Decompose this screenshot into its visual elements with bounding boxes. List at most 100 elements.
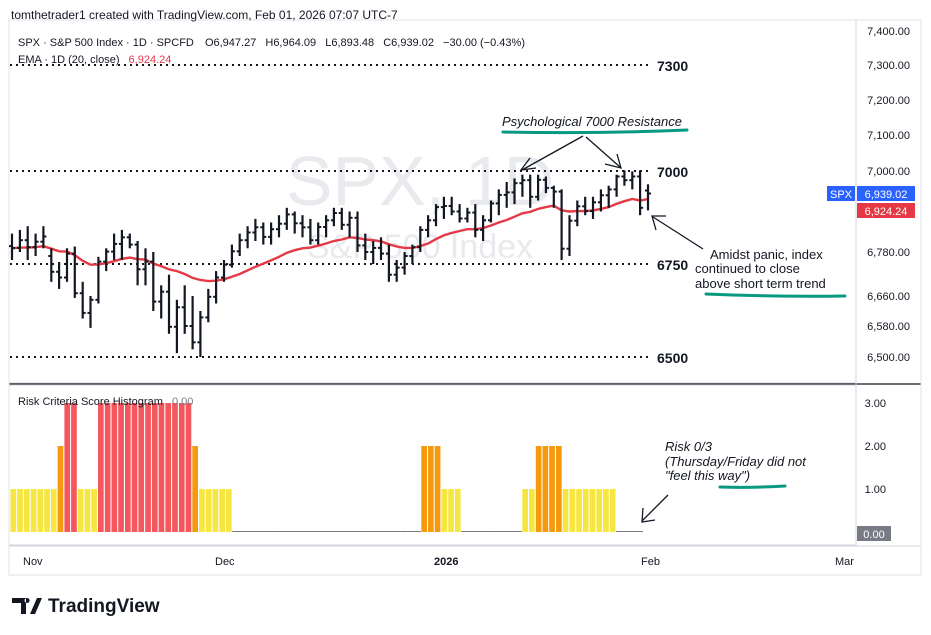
ohlc-bar[interactable] — [511, 178, 518, 205]
ohlc-bar[interactable] — [417, 226, 424, 252]
ohlc-bar[interactable] — [464, 207, 471, 223]
ohlc-bar[interactable] — [134, 241, 141, 286]
ohlc-change: −30.00 (−0.43%) — [443, 37, 525, 49]
tradingview-logo[interactable]: TradingView — [12, 596, 160, 617]
ohlc-bar[interactable] — [276, 215, 282, 238]
symbol-info[interactable]: SPX · S&P 500 Index · 1D · SPCFD — [18, 37, 194, 49]
ohlc-bar[interactable] — [488, 200, 494, 223]
ohlc-bar[interactable] — [542, 176, 549, 194]
ohlc-bar[interactable] — [629, 171, 636, 190]
ohlc-bar[interactable] — [252, 218, 259, 241]
ohlc-bar[interactable] — [299, 215, 306, 238]
ohlc-bar[interactable] — [338, 207, 345, 230]
histogram-bar — [212, 489, 219, 532]
ohlc-bar[interactable] — [448, 196, 455, 216]
ohlc-bar[interactable] — [393, 260, 400, 282]
ohlc-bar[interactable] — [637, 170, 644, 216]
histogram-bar — [609, 489, 616, 532]
ohlc-bar[interactable] — [150, 252, 157, 311]
ohlc-bar[interactable] — [574, 200, 581, 227]
ohlc-bar[interactable] — [433, 204, 439, 227]
ohlc-bar[interactable] — [440, 196, 447, 219]
ohlc-bar[interactable] — [126, 233, 133, 249]
ohlc-bar[interactable] — [24, 226, 31, 260]
ohlc-bar[interactable] — [221, 260, 227, 282]
ohlc-bar[interactable] — [346, 211, 353, 238]
risk-annotation-line3: "feel this way") — [665, 468, 750, 483]
ohlc-bar[interactable] — [118, 229, 125, 260]
ohlc-bar[interactable] — [158, 285, 165, 319]
resistance-annotation[interactable]: Psychological 7000 Resistance — [502, 114, 682, 129]
ohlc-bar[interactable] — [213, 271, 220, 304]
ohlc-bar[interactable] — [103, 248, 110, 272]
ohlc-bar[interactable] — [354, 211, 361, 253]
ohlc-bar[interactable] — [519, 174, 526, 197]
ohlc-bar[interactable] — [95, 256, 102, 304]
ohlc-bar[interactable] — [71, 246, 78, 298]
ohlc-bar[interactable] — [597, 189, 604, 212]
ohlc-bar[interactable] — [268, 222, 275, 245]
ema-line[interactable] — [11, 197, 649, 283]
indicator-legend[interactable]: Risk Criteria Score Histogram 0.00 — [18, 396, 193, 408]
ohlc-bar[interactable] — [181, 285, 188, 334]
ohlc-bar[interactable] — [40, 226, 47, 249]
ohlc-bar[interactable] — [79, 281, 86, 319]
histogram-bar — [441, 489, 448, 532]
ohlc-bar[interactable] — [64, 248, 70, 282]
ohlc-bar[interactable] — [323, 215, 330, 238]
ohlc-bar[interactable] — [401, 252, 408, 275]
ohlc-bar[interactable] — [503, 182, 510, 208]
ohlc-bar[interactable] — [480, 215, 487, 241]
ohlc-bar[interactable] — [535, 174, 542, 201]
ohlc-bar[interactable] — [362, 233, 369, 260]
ohlc-bar[interactable] — [558, 189, 565, 260]
ohlc-bar[interactable] — [590, 196, 596, 219]
ohlc-bar[interactable] — [621, 170, 628, 186]
panic-annotation-line1: Amidst panic, index — [710, 247, 823, 262]
ohlc-bar[interactable] — [456, 204, 463, 223]
ohlc-bar[interactable] — [425, 215, 432, 238]
ohlc-bar[interactable] — [291, 211, 298, 234]
ema-legend[interactable]: EMA · 1D (20, close) 6,924.24 — [18, 54, 171, 66]
ohlc-bar[interactable] — [527, 174, 534, 208]
ohlc-bar[interactable] — [307, 218, 314, 245]
indicator-title[interactable]: Risk Criteria Score Histogram — [18, 396, 163, 408]
ema-label[interactable]: EMA · 1D (20, close) — [18, 54, 119, 66]
ohlc-bar[interactable] — [613, 174, 620, 197]
ohlc-bar[interactable] — [330, 207, 337, 227]
ohlc-bar[interactable] — [385, 244, 392, 282]
ohlc-bar[interactable] — [189, 296, 196, 350]
ohlc-bar[interactable] — [142, 248, 149, 286]
symbol-legend[interactable]: SPX · S&P 500 Index · 1D · SPCFD O6,947.… — [18, 37, 525, 49]
ohlc-bar[interactable] — [370, 241, 377, 264]
histogram-bar — [448, 489, 454, 532]
ohlc-bar[interactable] — [582, 196, 589, 216]
ohlc-bar[interactable] — [205, 288, 212, 323]
ohlc-bar[interactable] — [409, 244, 416, 264]
ohlc-bar[interactable] — [197, 311, 204, 357]
ohlc-bar[interactable] — [645, 184, 651, 211]
ohlc-bar[interactable] — [283, 207, 290, 230]
ohlc-bar[interactable] — [472, 204, 479, 238]
ohlc-bar[interactable] — [111, 233, 118, 260]
ohlc-bar[interactable] — [315, 222, 322, 245]
ohlc-bar[interactable] — [228, 244, 235, 268]
ohlc-bar[interactable] — [48, 248, 55, 282]
ohlc-bar[interactable] — [605, 185, 612, 208]
ohlc-bar[interactable] — [173, 299, 180, 354]
ohlc-bar[interactable] — [378, 237, 384, 260]
ohlc-bar[interactable] — [550, 185, 557, 208]
ohlc-bar[interactable] — [495, 189, 502, 216]
ohlc-bar[interactable] — [260, 222, 267, 245]
ohlc-bar[interactable] — [244, 226, 251, 249]
ohlc-bar[interactable] — [87, 296, 94, 328]
ohlc-bar[interactable] — [56, 262, 63, 289]
ohlc-bar[interactable] — [9, 233, 15, 260]
ohlc-bar[interactable] — [32, 233, 39, 256]
ohlc-bar[interactable] — [16, 229, 23, 252]
ohlc-bar[interactable] — [566, 215, 573, 256]
time-label-feb: Feb — [641, 556, 660, 568]
level-label-6750: 6750 — [657, 257, 688, 273]
ohlc-bar[interactable] — [166, 274, 172, 334]
ohlc-bar[interactable] — [236, 233, 243, 256]
